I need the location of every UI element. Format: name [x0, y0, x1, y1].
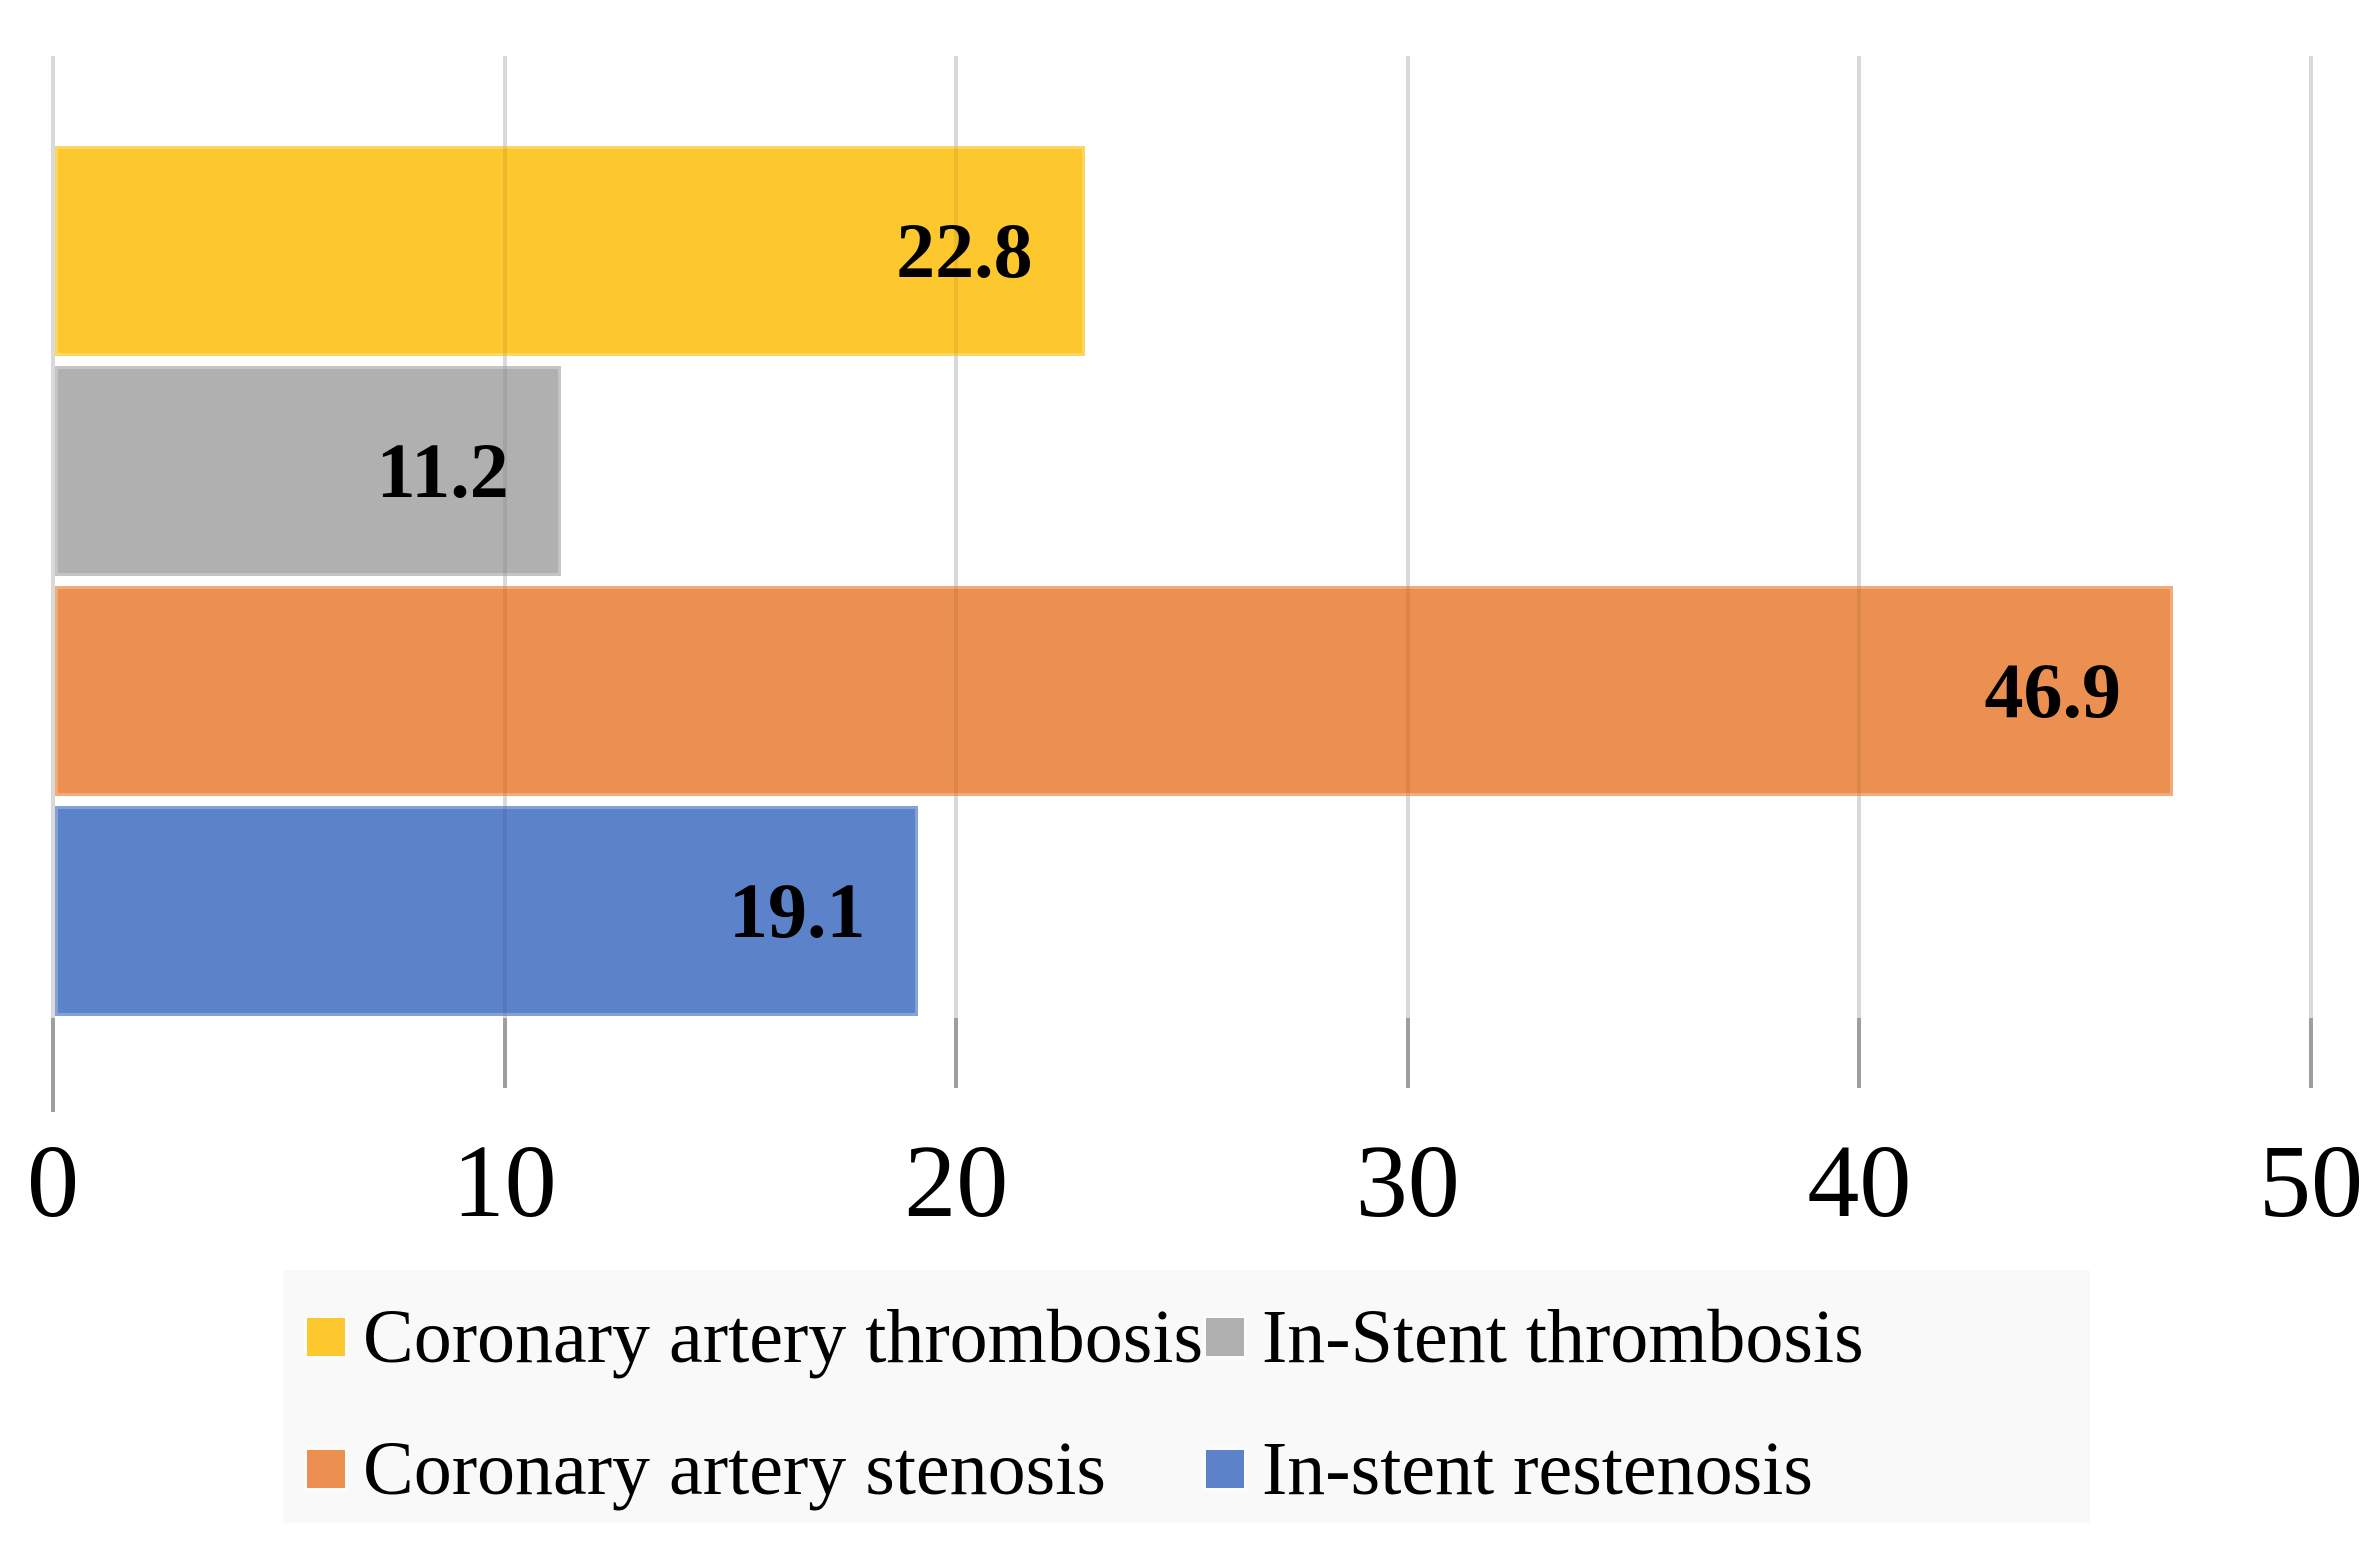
x-axis-label-50: 50 [2259, 1124, 2363, 1239]
gridline-x-50 [2309, 56, 2313, 1018]
legend-label: In-stent restenosis [1262, 1427, 1813, 1511]
x-axis-label-10: 10 [452, 1124, 557, 1239]
legend: Coronary artery thrombosis In-Stent throm… [283, 1270, 2090, 1523]
gridline-x-20 [954, 56, 959, 1018]
bar-value-label: 19.1 [729, 867, 866, 954]
bar-coronary-artery-thrombosis: 22.8 [55, 146, 1085, 356]
gridline-x-30 [1405, 56, 1410, 1018]
gridline-showthrough [1405, 586, 1410, 796]
gridline-showthrough [502, 586, 507, 796]
gridline-showthrough [502, 146, 507, 356]
legend-swatch-icon [1206, 1318, 1244, 1356]
gridline-x-0 [51, 56, 55, 1018]
axis-tickmark-50 [2309, 1018, 2313, 1088]
legend-item-in-stent-restenosis: In-stent restenosis [1206, 1414, 1813, 1524]
bar-coronary-artery-stenosis: 46.9 [55, 586, 2173, 796]
legend-swatch-icon [307, 1450, 345, 1488]
gridline-showthrough [954, 146, 959, 356]
axis-tickmark-10 [502, 1018, 507, 1088]
bar-value-label: 46.9 [1984, 647, 2122, 734]
axis-tickmark-20 [954, 1018, 959, 1088]
bar-in-stent-restenosis: 19.1 [55, 806, 918, 1016]
gridline-showthrough [502, 806, 507, 1016]
legend-item-coronary-artery-stenosis: Coronary artery stenosis [307, 1414, 1106, 1524]
gridline-showthrough [954, 586, 959, 796]
gridline-showthrough [502, 366, 507, 576]
x-axis-label-40: 40 [1807, 1124, 1912, 1239]
legend-label: In-Stent thrombosis [1262, 1295, 1864, 1379]
axis-tickmark-40 [1857, 1018, 1862, 1088]
legend-swatch-icon [307, 1318, 345, 1356]
legend-label: Coronary artery stenosis [363, 1427, 1106, 1511]
legend-swatch-icon [1206, 1450, 1244, 1488]
legend-label: Coronary artery thrombosis [363, 1295, 1204, 1379]
legend-item-in-stent-thrombosis: In-Stent thrombosis [1206, 1282, 1864, 1392]
x-axis-label-0: 0 [27, 1124, 79, 1239]
x-axis-label-30: 30 [1355, 1124, 1460, 1239]
bar-value-label: 22.8 [896, 207, 1033, 294]
legend-item-coronary-artery-thrombosis: Coronary artery thrombosis [307, 1282, 1203, 1392]
axis-tickmark-0 [51, 1018, 55, 1112]
bar-value-label: 11.2 [376, 427, 509, 514]
gridline-showthrough [1857, 586, 1862, 796]
axis-tickmark-30 [1405, 1018, 1410, 1088]
x-axis-label-20: 20 [904, 1124, 1009, 1239]
bar-in-stent-thrombosis: 11.2 [55, 366, 561, 576]
gridline-x-40 [1857, 56, 1862, 1018]
